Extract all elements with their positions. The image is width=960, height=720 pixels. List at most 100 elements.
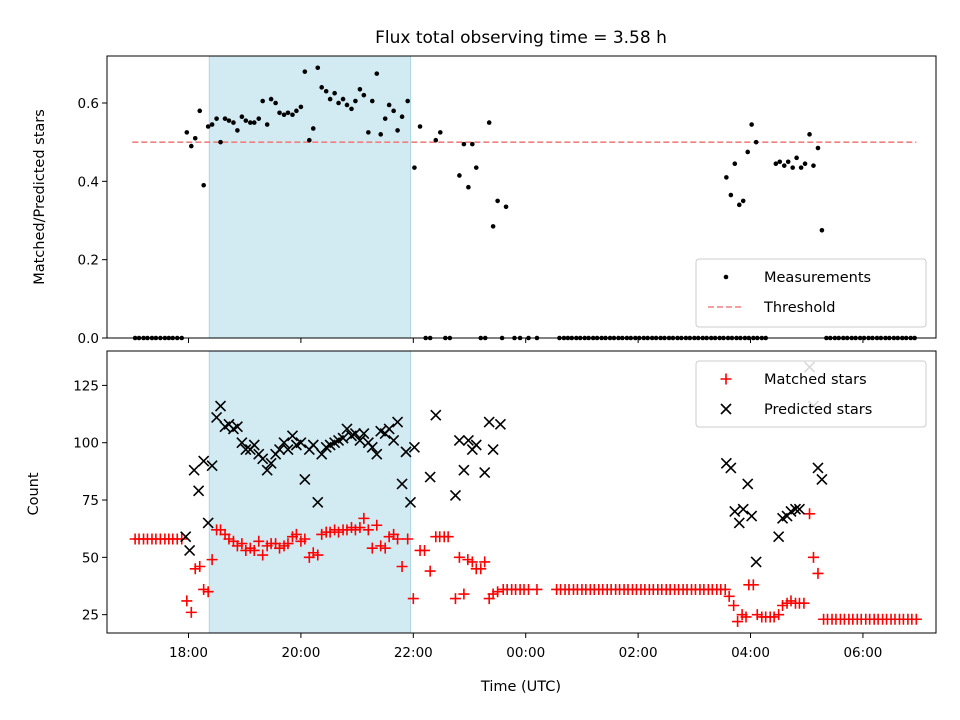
data-point [256,116,262,121]
data-point [188,464,200,476]
plot-frame [106,350,937,634]
data-point [724,175,729,180]
data-point [295,437,307,449]
data-point [209,122,215,127]
data-point [802,161,808,167]
data-point [198,455,210,467]
data-point [811,163,816,168]
data-point [248,120,253,125]
data-point [383,423,395,435]
data-point [790,165,795,170]
data-point [424,471,436,483]
data-point [430,409,442,421]
x-tick-label: 02:00 [619,645,658,661]
data-point [378,132,384,137]
legend-label: Measurements [764,270,871,286]
observing-window-shade [208,55,411,339]
legend: Measurements Threshold [695,258,927,328]
data-point [732,616,744,628]
data-point [483,416,495,428]
y-tick-label: 25 [82,608,99,624]
data-point [487,588,499,600]
data-point [319,85,324,90]
data-point [274,542,286,554]
data-point [807,551,819,563]
data-point [461,141,467,147]
data-point [285,110,291,116]
y-tick-label: 125 [73,378,99,394]
data-point [257,453,269,465]
data-point [470,141,475,147]
data-point [473,165,479,170]
data-point [798,597,810,609]
data-point [218,139,223,145]
data-point [358,512,370,524]
data-point [466,184,471,190]
data-point [236,437,248,449]
data-point [248,544,260,556]
data-point [495,198,500,204]
data-point [358,427,370,440]
legend-box [695,258,927,328]
data-point [382,116,388,121]
data-point [278,437,290,449]
data-point [388,434,400,446]
data-point [340,96,346,102]
data-point [299,533,311,545]
data-point [184,544,196,557]
y-axis-label-ratio: Matched/Predicted stars [32,109,48,285]
data-point [354,434,366,446]
data-point [312,496,324,508]
data-point [344,102,350,108]
y-tick-label: 75 [82,493,99,509]
data-point [222,116,228,121]
data-point [449,489,462,502]
data-point [189,563,201,575]
data-point [294,108,299,114]
data-point [785,595,797,607]
data-point [723,590,735,602]
data-point [789,503,802,515]
data-point [773,609,785,621]
x-axis-label: Time (UTC) [480,679,561,695]
data-point [503,204,509,210]
series-predicted-stars [180,361,828,568]
data-point [243,118,249,123]
legend-label: Predicted stars [764,402,872,418]
data-point [391,108,396,114]
x-tick-label: 06:00 [843,645,882,661]
data-point [264,122,270,127]
data-point [910,613,922,625]
data-point [349,106,354,112]
data-point [737,503,749,515]
data-point [349,427,361,440]
data-point [273,100,278,106]
data-point [728,192,734,198]
data-point [176,533,188,545]
data-point [371,519,383,531]
data-point [794,155,799,161]
data-point [746,510,758,522]
data-point [777,599,789,611]
data-point [184,130,190,135]
data-point [475,563,487,575]
data-point [462,434,474,446]
data-point [458,464,470,476]
data-point [223,533,235,545]
data-point [198,583,210,595]
data-point [282,538,294,550]
x-tick-label: 00:00 [506,645,545,661]
data-point [751,609,763,621]
data-point [747,579,759,591]
data-point [282,444,294,456]
data-point [215,524,227,536]
data-point [332,90,337,96]
data-point [749,122,754,127]
data-point [265,457,277,469]
data-point [248,439,260,451]
data-point [299,473,311,485]
data-point [357,86,363,92]
data-point [773,161,779,167]
data-point [728,599,740,611]
data-point [290,528,302,540]
